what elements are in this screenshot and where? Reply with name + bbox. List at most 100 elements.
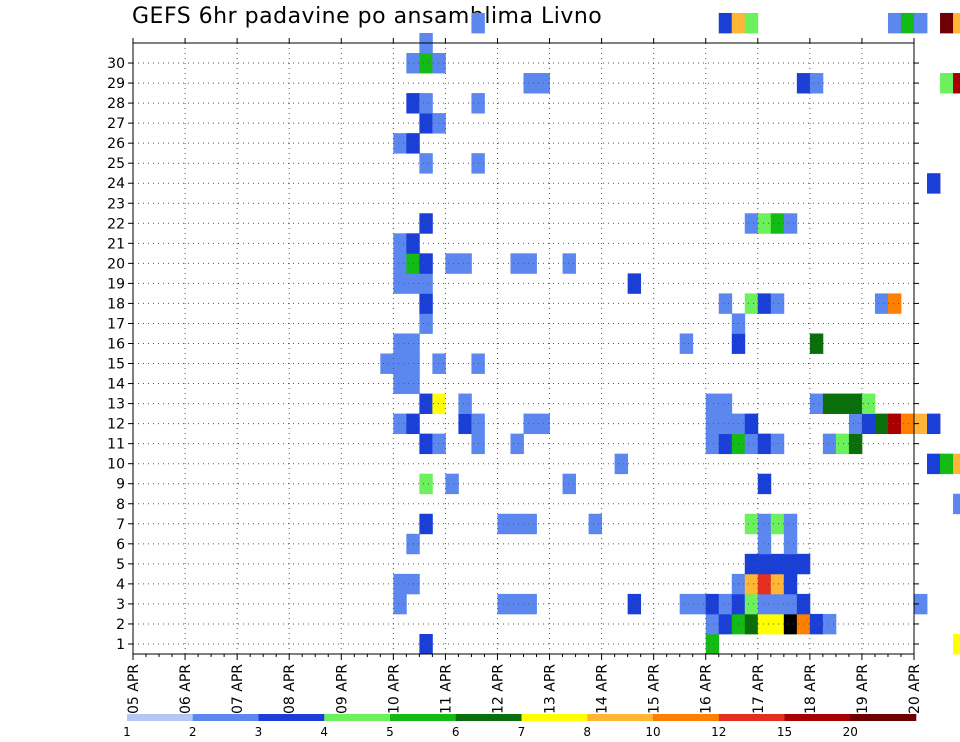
y-tick-label: 11 bbox=[107, 437, 125, 453]
legend-swatch bbox=[455, 714, 522, 721]
legend-swatch bbox=[850, 714, 917, 721]
heatmap-cell bbox=[523, 73, 537, 94]
y-tick-label: 23 bbox=[107, 196, 125, 212]
heatmap-cell bbox=[419, 273, 433, 294]
legend-label: 7 bbox=[518, 725, 526, 739]
heatmap-cell bbox=[783, 213, 798, 234]
heatmap-cell bbox=[887, 12, 902, 34]
heatmap-cell bbox=[718, 413, 733, 435]
heatmap-cell bbox=[927, 413, 941, 435]
heatmap-cell bbox=[887, 293, 902, 314]
heatmap-cell bbox=[419, 53, 433, 74]
heatmap-cell bbox=[419, 293, 433, 314]
x-tick-label: 06 APR bbox=[178, 664, 194, 714]
heatmap-cell bbox=[835, 393, 850, 414]
heatmap-cell bbox=[744, 293, 759, 314]
y-tick-label: 26 bbox=[107, 136, 125, 152]
heatmap-cell bbox=[744, 513, 759, 535]
heatmap-cell bbox=[432, 113, 446, 134]
heatmap-cell bbox=[770, 593, 785, 615]
legend-label: 20 bbox=[843, 725, 858, 739]
y-tick-label: 18 bbox=[107, 296, 125, 312]
heatmap-cell bbox=[757, 573, 772, 595]
heatmap-cell bbox=[523, 593, 537, 615]
y-tick-label: 21 bbox=[107, 236, 125, 252]
legend-swatch bbox=[390, 714, 457, 721]
legend-swatch bbox=[192, 714, 259, 721]
legend-label: 10 bbox=[645, 725, 660, 739]
heatmap-cell bbox=[523, 513, 537, 535]
heatmap-cell bbox=[393, 233, 407, 254]
legend-label: 5 bbox=[386, 725, 394, 739]
heatmap-cell bbox=[757, 553, 772, 575]
heatmap-cell bbox=[757, 473, 772, 495]
heatmap-cell bbox=[419, 253, 433, 274]
heatmap-cell bbox=[419, 393, 433, 414]
legend-swatch bbox=[324, 714, 391, 721]
heatmap-cell bbox=[900, 12, 915, 34]
heatmap-cell bbox=[419, 633, 433, 655]
heatmap-cell bbox=[471, 12, 485, 34]
heatmap-cell bbox=[914, 593, 928, 615]
heatmap-cell bbox=[718, 12, 733, 34]
heatmap-cell bbox=[783, 513, 798, 535]
x-tick-label: 08 APR bbox=[282, 664, 298, 714]
y-tick-label: 15 bbox=[107, 357, 125, 373]
y-tick-label: 1 bbox=[116, 637, 125, 653]
heatmap-cell bbox=[614, 453, 629, 475]
heatmap-cell bbox=[848, 413, 863, 435]
x-tick-label: 17 APR bbox=[751, 664, 767, 714]
heatmap-cell bbox=[744, 613, 759, 635]
heatmap-cell bbox=[874, 413, 889, 435]
heatmap-cell bbox=[458, 413, 472, 435]
heatmap-cell bbox=[744, 573, 759, 595]
heatmap-cell bbox=[562, 473, 576, 495]
heatmap-cell bbox=[432, 393, 446, 414]
heatmap-cell bbox=[757, 513, 772, 535]
heatmap-cell bbox=[510, 593, 524, 615]
heatmap-cell bbox=[953, 633, 960, 655]
y-tick-label: 13 bbox=[107, 397, 125, 413]
y-tick-label: 30 bbox=[107, 56, 125, 72]
y-tick-label: 29 bbox=[107, 76, 125, 92]
heatmap-cell bbox=[927, 173, 941, 194]
heatmap-cell bbox=[497, 513, 511, 535]
heatmap-cell bbox=[744, 593, 759, 615]
heatmap-cell bbox=[419, 153, 433, 174]
heatmap-cell bbox=[458, 253, 472, 274]
x-tick-label: 20 APR bbox=[907, 664, 923, 714]
heatmap-cell bbox=[757, 593, 772, 615]
y-tick-label: 28 bbox=[107, 96, 125, 112]
heatmap-cell bbox=[445, 473, 459, 495]
heatmap-cell bbox=[705, 393, 720, 414]
legend-label: 12 bbox=[711, 725, 726, 739]
heatmap-cell bbox=[627, 273, 642, 294]
y-tick-label: 12 bbox=[107, 417, 125, 433]
x-tick-label: 07 APR bbox=[230, 664, 246, 714]
heatmap-cell bbox=[692, 593, 707, 615]
heatmap-cell bbox=[914, 12, 928, 34]
heatmap-cell bbox=[770, 293, 785, 314]
y-tick-label: 14 bbox=[107, 377, 125, 393]
heatmap-cell bbox=[900, 413, 915, 435]
heatmap-cell bbox=[393, 133, 407, 154]
heatmap-cell bbox=[393, 593, 407, 615]
x-tick-label: 09 APR bbox=[334, 664, 350, 714]
heatmap-cell bbox=[705, 593, 720, 615]
heatmap-cell bbox=[914, 413, 928, 435]
heatmap-cell bbox=[497, 593, 511, 615]
heatmap-cell bbox=[432, 433, 446, 455]
y-tick-label: 17 bbox=[107, 316, 125, 332]
x-tick-label: 16 APR bbox=[699, 664, 715, 714]
heatmap-cell bbox=[940, 73, 954, 94]
heatmap-cell bbox=[419, 473, 433, 495]
legend-swatch bbox=[127, 714, 194, 721]
heatmap-cell bbox=[783, 553, 798, 575]
heatmap-cell bbox=[822, 613, 837, 635]
heatmap-cell bbox=[718, 393, 733, 414]
legend-swatch bbox=[718, 714, 785, 721]
heatmap-cell bbox=[953, 73, 960, 94]
heatmap-cell bbox=[393, 373, 407, 394]
heatmap-cell bbox=[744, 12, 759, 34]
heatmap-cell bbox=[770, 573, 785, 595]
